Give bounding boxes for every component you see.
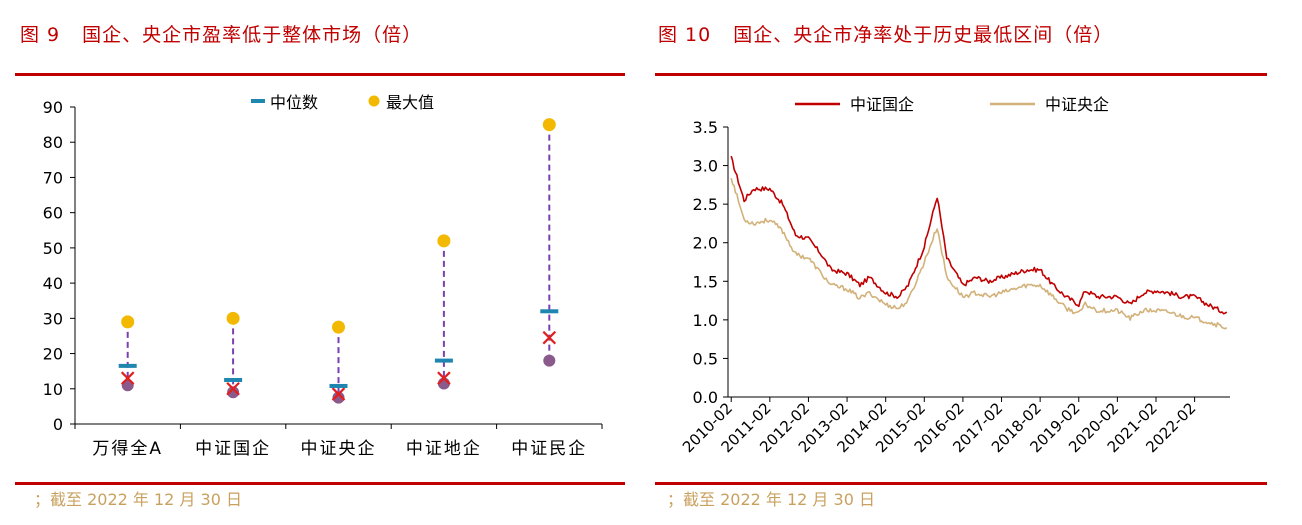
y-tick-label: 40 <box>43 274 63 293</box>
legend-median-marker <box>251 99 265 103</box>
median-point <box>329 383 348 388</box>
legend-median-label: 中位数 <box>270 93 318 112</box>
min-point <box>543 354 556 367</box>
y-tick-label: 0.5 <box>693 349 718 368</box>
x-tick-label: 万得全A <box>92 439 163 459</box>
figure-10-note: ；截至 2022 年 12 月 30 日 <box>667 490 875 509</box>
median-point <box>118 363 137 368</box>
pe-ratio-chart: 0 10 20 30 40 50 60 70 80 90 万得全A 中证国企 中证央企 中证地企 中证民企 中… <box>43 93 603 459</box>
y-tick-label: 80 <box>43 133 63 152</box>
figure-9-bottom-rule <box>15 482 625 485</box>
legend-max-marker <box>368 95 380 107</box>
y-tick-label: 2.5 <box>693 195 718 214</box>
series-line-soe <box>730 155 1228 315</box>
y-tick-label: 50 <box>43 239 63 258</box>
x-tick-label: 中证央企 <box>301 439 377 459</box>
y-tick-label: 90 <box>43 98 63 117</box>
cross-point <box>331 387 346 401</box>
series-line-central-soe <box>730 177 1228 330</box>
y-tick-label: 10 <box>43 380 63 399</box>
figure-10-top-rule <box>655 73 1267 76</box>
y-tick-label: 1.5 <box>693 272 718 291</box>
figure-9-note: ；截至 2022 年 12 月 30 日 <box>34 490 242 509</box>
figure-10-panel: 图 10 国企、央企市净率处于历史最低区间（倍） 0.0 0.5 1.0 1.5 2.0 2… <box>645 0 1302 525</box>
figure-9-top-rule <box>15 73 625 76</box>
figure-10-bottom-rule <box>655 482 1267 485</box>
figure-9-number: 图 9 <box>20 24 61 46</box>
median-point <box>540 309 559 314</box>
pb-ratio-chart: 0.00.51.01.52.02.53.03.52010-022011-0220… <box>679 95 1230 456</box>
y-tick-label: 2.0 <box>693 234 718 253</box>
figure-9-title: 图 9 国企、央企市盈率低于整体市场（倍） <box>20 20 422 47</box>
legend-central-label: 中证央企 <box>1045 95 1109 114</box>
x-tick-label: 中证民企 <box>511 439 587 459</box>
figure-10-title: 图 10 国企、央企市净率处于历史最低区间（倍） <box>658 20 1113 47</box>
cross-point <box>226 382 240 396</box>
figure-9-panel: 图 9 国企、央企市盈率低于整体市场（倍） 0 10 20 30 40 50 60 70 80 90… <box>0 0 640 525</box>
y-tick-label: 60 <box>43 204 63 223</box>
y-tick-label: 30 <box>43 309 63 328</box>
y-tick-label: 0.0 <box>693 388 718 407</box>
y-tick-label: 20 <box>43 345 63 364</box>
median-point <box>434 358 453 363</box>
y-tick-label: 3.0 <box>693 157 718 176</box>
figure-10-number: 图 10 <box>658 24 712 46</box>
max-point <box>332 320 345 334</box>
y-tick-label: 0 <box>53 415 63 434</box>
max-point <box>121 315 135 329</box>
median-point <box>224 377 243 382</box>
cross-point <box>120 371 135 385</box>
max-point <box>226 311 240 325</box>
cross-point <box>437 371 451 385</box>
min-point <box>332 391 345 404</box>
max-point <box>437 234 451 248</box>
legend-max-label: 最大值 <box>386 93 434 112</box>
x-tick-label: 中证地企 <box>406 439 482 459</box>
figure-10-caption: 国企、央企市净率处于历史最低区间（倍） <box>733 24 1114 46</box>
min-point <box>227 386 240 399</box>
legend-soe-label: 中证国企 <box>850 95 914 114</box>
figure-9-caption: 国企、央企市盈率低于整体市场（倍） <box>82 24 423 46</box>
y-tick-label: 70 <box>43 168 63 187</box>
cross-point <box>542 330 557 345</box>
max-point <box>542 118 556 132</box>
y-tick-label: 1.0 <box>693 311 718 330</box>
y-tick-label: 3.5 <box>693 118 718 137</box>
x-tick-label: 中证国企 <box>195 439 271 459</box>
